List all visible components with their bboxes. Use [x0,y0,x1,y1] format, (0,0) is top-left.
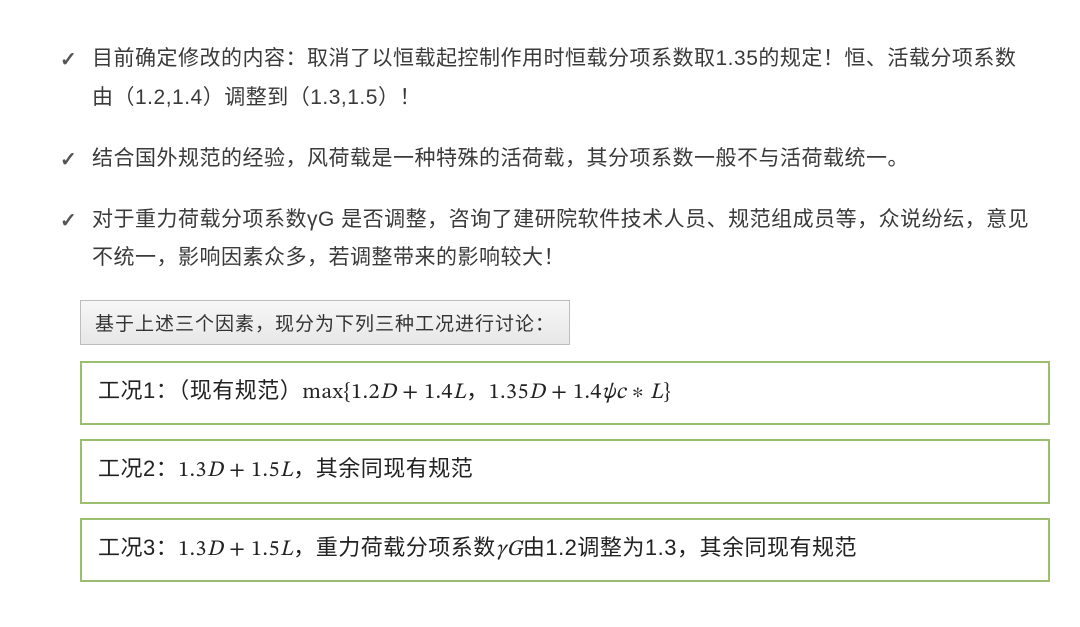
c3-a: 1.3 [178,539,207,561]
case-3-line: 工况3：1.3D + 1.5L，重力荷载分项系数γG由1.2调整为1.3，其余同… [98,530,1032,568]
case-2: 工况2：1.3D + 1.5L，其余同现有规范 [80,439,1050,503]
bullet-item: 结合国外规范的经验，风荷载是一种特殊的活荷载，其分项系数一般不与活荷载统一。 [60,140,1030,179]
c2-plus: + [223,460,251,482]
c3-plus: + [223,539,251,561]
case-2-line: 工况2：1.3D + 1.5L，其余同现有规范 [98,451,1032,489]
case-1-max: max{ [302,382,351,404]
c1-sep: ， [466,378,489,403]
case-1-label: 工况1：（现有规范） [98,378,302,403]
c2-a: 1.3 [178,460,207,482]
c1-D1: D [380,382,397,404]
c1-plus1: + [397,382,425,404]
c1-a1: 1.2 [351,382,380,404]
case-1-line: 工况1：（现有规范）max{1.2D + 1.4L，1.35D + 1.4ψc … [98,373,1032,411]
c1-suffix: } [663,382,671,404]
c3-mid1: ，重力荷载分项系数 [293,535,496,560]
c2-D: D [207,460,224,482]
c1-b2: 1.4 [573,382,602,404]
case-3-label: 工况3： [98,535,178,560]
c2-L: L [280,460,293,482]
c2-tail: ，其余同现有规范 [293,456,473,481]
subhead-box: 基于上述三个因素，现分为下列三种工况进行讨论： [80,300,570,345]
case-1: 工况1：（现有规范）max{1.2D + 1.4L，1.35D + 1.4ψc … [80,361,1050,425]
c3-gamma: γG [496,539,523,561]
c1-D2: D [529,382,546,404]
case-2-label: 工况2： [98,456,178,481]
c1-L2: L [650,382,663,404]
c1-star: ∗ [626,382,650,404]
slide: 目前确定修改的内容：取消了以恒载起控制作用时恒载分项系数取1.35的规定！恒、活… [0,0,1080,627]
c3-b: 1.5 [251,539,280,561]
c2-b: 1.5 [251,460,280,482]
c1-b1: 1.4 [424,382,453,404]
c3-L: L [280,539,293,561]
cases: 工况1：（现有规范）max{1.2D + 1.4L，1.35D + 1.4ψc … [80,361,1030,582]
subhead-wrap: 基于上述三个因素，现分为下列三种工况进行讨论： [80,300,1030,345]
c1-a2: 1.35 [489,382,529,404]
bullet-item: 目前确定修改的内容：取消了以恒载起控制作用时恒载分项系数取1.35的规定！恒、活… [60,40,1030,118]
c3-mid2: 由1.2调整为1.3，其余同现有规范 [523,535,857,560]
c1-plus2: + [545,382,573,404]
c1-L1: L [453,382,466,404]
case-3: 工况3：1.3D + 1.5L，重力荷载分项系数γG由1.2调整为1.3，其余同… [80,518,1050,582]
c1-psi: ψc [602,382,626,404]
c3-D: D [207,539,224,561]
bullet-list: 目前确定修改的内容：取消了以恒载起控制作用时恒载分项系数取1.35的规定！恒、活… [60,40,1030,278]
bullet-item: 对于重力荷载分项系数γG 是否调整，咨询了建研院软件技术人员、规范组成员等，众说… [60,201,1030,279]
